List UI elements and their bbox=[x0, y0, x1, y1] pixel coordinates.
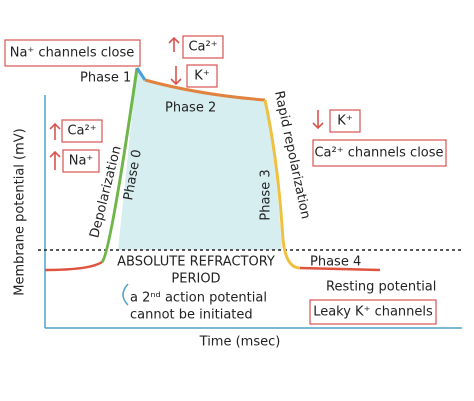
down-arrow bbox=[170, 66, 182, 86]
up-arrow bbox=[49, 150, 61, 170]
phase-label: Phase 1 bbox=[80, 71, 131, 86]
box bbox=[312, 139, 447, 167]
box bbox=[182, 35, 224, 59]
box-label: Ca²⁺ bbox=[188, 40, 217, 55]
box-label: Ca²⁺ channels close bbox=[314, 146, 443, 161]
box bbox=[62, 149, 100, 173]
box-label: K⁺ bbox=[194, 69, 209, 84]
refractory-note: a 2ⁿᵈ action potential bbox=[130, 291, 267, 306]
box-label: Na⁺ bbox=[69, 154, 94, 169]
note-arrow bbox=[122, 283, 129, 306]
up-arrow bbox=[49, 122, 61, 140]
phase0-curve bbox=[100, 67, 139, 264]
phase-label: Phase 2 bbox=[165, 101, 216, 116]
phase-label: Phase 4 bbox=[310, 255, 361, 270]
phase4-curve bbox=[299, 266, 381, 272]
phase2-curve bbox=[144, 78, 266, 102]
refractory-area bbox=[118, 68, 282, 250]
box-label: Na⁺ channels close bbox=[10, 46, 135, 61]
phase-label: Phase 3 bbox=[259, 169, 274, 220]
box bbox=[309, 299, 437, 325]
x-axis-label: Time (msec) bbox=[199, 335, 281, 350]
up-arrow bbox=[168, 36, 180, 52]
box-label: Ca²⁺ bbox=[67, 124, 96, 139]
refractory-title: ABSOLUTE REFRACTORY bbox=[117, 255, 275, 270]
label: Resting potential bbox=[326, 280, 436, 295]
down-arrow bbox=[312, 110, 324, 130]
refractory-title: PERIOD bbox=[171, 272, 220, 287]
box-label: Leaky K⁺ channels bbox=[313, 305, 433, 320]
y-axis-label: Membrane potential (mV) bbox=[13, 128, 28, 295]
box bbox=[4, 39, 141, 67]
refractory-note: cannot be initiated bbox=[130, 308, 253, 323]
phase4-curve bbox=[44, 260, 103, 272]
box bbox=[329, 109, 361, 133]
box-label: K⁺ bbox=[337, 114, 352, 129]
phase3-curve bbox=[263, 99, 301, 270]
box bbox=[61, 119, 103, 143]
phase1-curve bbox=[135, 67, 147, 81]
box bbox=[186, 64, 218, 88]
